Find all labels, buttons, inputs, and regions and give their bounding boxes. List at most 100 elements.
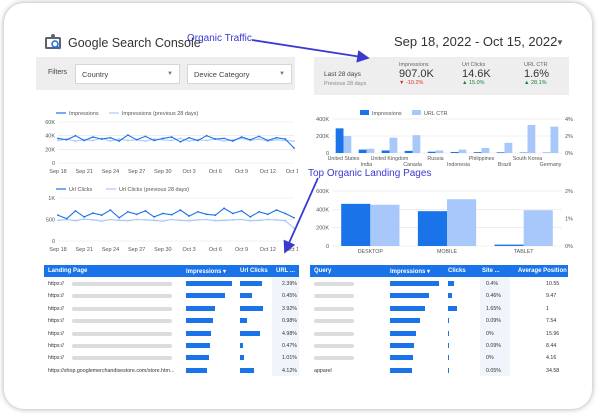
x-tick-label: Sep 24 (102, 247, 119, 253)
kpi-change: ▲ 28.1% (524, 80, 547, 86)
kpi-value: 1.6% (524, 68, 550, 80)
x-tick-label: Oct 3 (183, 169, 196, 175)
kpi-impressions: Impressions 907.0K ▼ -10.2% (399, 62, 434, 86)
country-filter-dropdown[interactable]: Country ▼ (75, 64, 180, 84)
series-point (258, 135, 260, 138)
series-point (118, 138, 121, 140)
landing-page-url[interactable]: https://shop.googlemerchandisestore.com/… (48, 367, 175, 374)
landing-page-url[interactable]: https:// (48, 318, 64, 325)
series-point (92, 136, 94, 138)
column-header[interactable]: Impressions ▾ (390, 269, 431, 275)
series-point (223, 219, 225, 222)
impressions-bar (186, 367, 208, 373)
series-point (231, 212, 234, 215)
chevron-down-icon[interactable]: ▼ (556, 38, 564, 47)
bar-impressions (381, 150, 390, 153)
column-header[interactable]: Url Clicks (240, 268, 268, 274)
clicks-bar (448, 293, 452, 299)
bar-impressions (358, 149, 367, 153)
url-ctr-value: 3.92% (282, 305, 298, 312)
series-point (74, 210, 77, 212)
series-point (293, 147, 295, 149)
series-point (109, 140, 112, 143)
kpi-label: Impressions (399, 62, 429, 68)
column-header[interactable]: Clicks (448, 268, 466, 274)
ctr-column-shade (272, 277, 299, 377)
x-tick-label: MOBILE (437, 249, 457, 254)
series-point (293, 216, 295, 219)
average-position-value: 15.96 (546, 330, 560, 337)
redacted-text (72, 356, 172, 361)
column-header[interactable]: Average Position (518, 268, 567, 274)
clicks-bar (240, 367, 255, 373)
y-tick-label: 200K (316, 226, 329, 232)
bar-impressions (427, 151, 436, 153)
y2-tick-label: 1% (565, 217, 573, 223)
x-tick-label: Germany (540, 162, 562, 168)
landing-page-url[interactable]: https:// (48, 343, 64, 349)
url-ctr-value: 0.45% (282, 293, 298, 300)
site-ctr-value: 0.05% (486, 367, 502, 374)
landing-page-url[interactable]: https:// (48, 281, 64, 287)
redacted-text (72, 331, 172, 336)
clicks-bar (240, 355, 244, 361)
impressions-bar (186, 281, 232, 286)
bar-url-ctr (389, 137, 398, 153)
site-ctr-value: 1.65% (486, 305, 502, 312)
period-label: Last 28 days (324, 71, 361, 78)
series-point (240, 136, 243, 138)
device-bar-chart: 600K 400K 200K 0 2% 1% 0% DESKTOP MOBILE TABLET (316, 189, 573, 254)
impressions-bar (390, 355, 413, 361)
series-point (240, 218, 243, 221)
series-point (127, 210, 129, 213)
clicks-bar (448, 318, 449, 324)
series-point (258, 219, 260, 222)
series-point (83, 139, 86, 142)
series-point (240, 137, 243, 140)
series-point (249, 216, 252, 218)
bar-url-ctr (550, 126, 559, 153)
column-header[interactable]: Landing Page (48, 268, 88, 274)
impressions-bar (186, 355, 209, 361)
series-point (179, 137, 182, 140)
landing-page-url[interactable]: https:// (48, 355, 64, 362)
query-text[interactable]: apparel (314, 367, 332, 374)
column-header[interactable]: Site ... (482, 268, 500, 274)
column-header[interactable]: URL ... (276, 268, 295, 274)
column-header[interactable]: Impressions ▾ (186, 269, 227, 275)
series-point (240, 210, 243, 212)
series-point (161, 137, 164, 140)
redacted-text (72, 344, 172, 348)
country-filter-label: Country (82, 70, 109, 79)
series-point (100, 214, 103, 217)
series-point (231, 219, 234, 221)
series-point (170, 213, 173, 216)
device-filter-dropdown[interactable]: Device Category ▼ (187, 64, 292, 84)
impressions-bar (390, 367, 412, 373)
clicks-bar (240, 343, 243, 348)
landing-page-url[interactable]: https:// (48, 330, 64, 337)
series-point (266, 213, 269, 216)
bar-url-ctr (370, 204, 400, 246)
clicks-bar (448, 355, 449, 361)
y2-tick-label: 0% (565, 151, 573, 157)
redacted-text (314, 306, 354, 311)
y2-tick-label: 0% (565, 244, 573, 250)
impressions-line-chart: Impressions Impressions (previous 28 days… (45, 111, 298, 175)
series-point (92, 212, 94, 214)
date-range-selector[interactable]: Sep 18, 2022 - Oct 15, 2022 (394, 34, 558, 49)
x-tick-label: Oct 12 (260, 169, 276, 175)
series-point (231, 140, 234, 143)
y2-tick-label: 4% (565, 117, 573, 123)
redacted-text (314, 344, 354, 348)
landing-page-url[interactable]: https:// (48, 293, 64, 300)
average-position-value: 34.58 (546, 367, 560, 374)
clicks-bar (448, 305, 457, 311)
impressions-bar (186, 293, 226, 299)
series-line (57, 207, 295, 220)
site-ctr-value: 0.46% (486, 293, 502, 300)
landing-page-url[interactable]: https:// (48, 305, 64, 312)
impressions-bar (186, 305, 215, 311)
series-point (127, 139, 129, 142)
column-header[interactable]: Query (314, 268, 332, 274)
